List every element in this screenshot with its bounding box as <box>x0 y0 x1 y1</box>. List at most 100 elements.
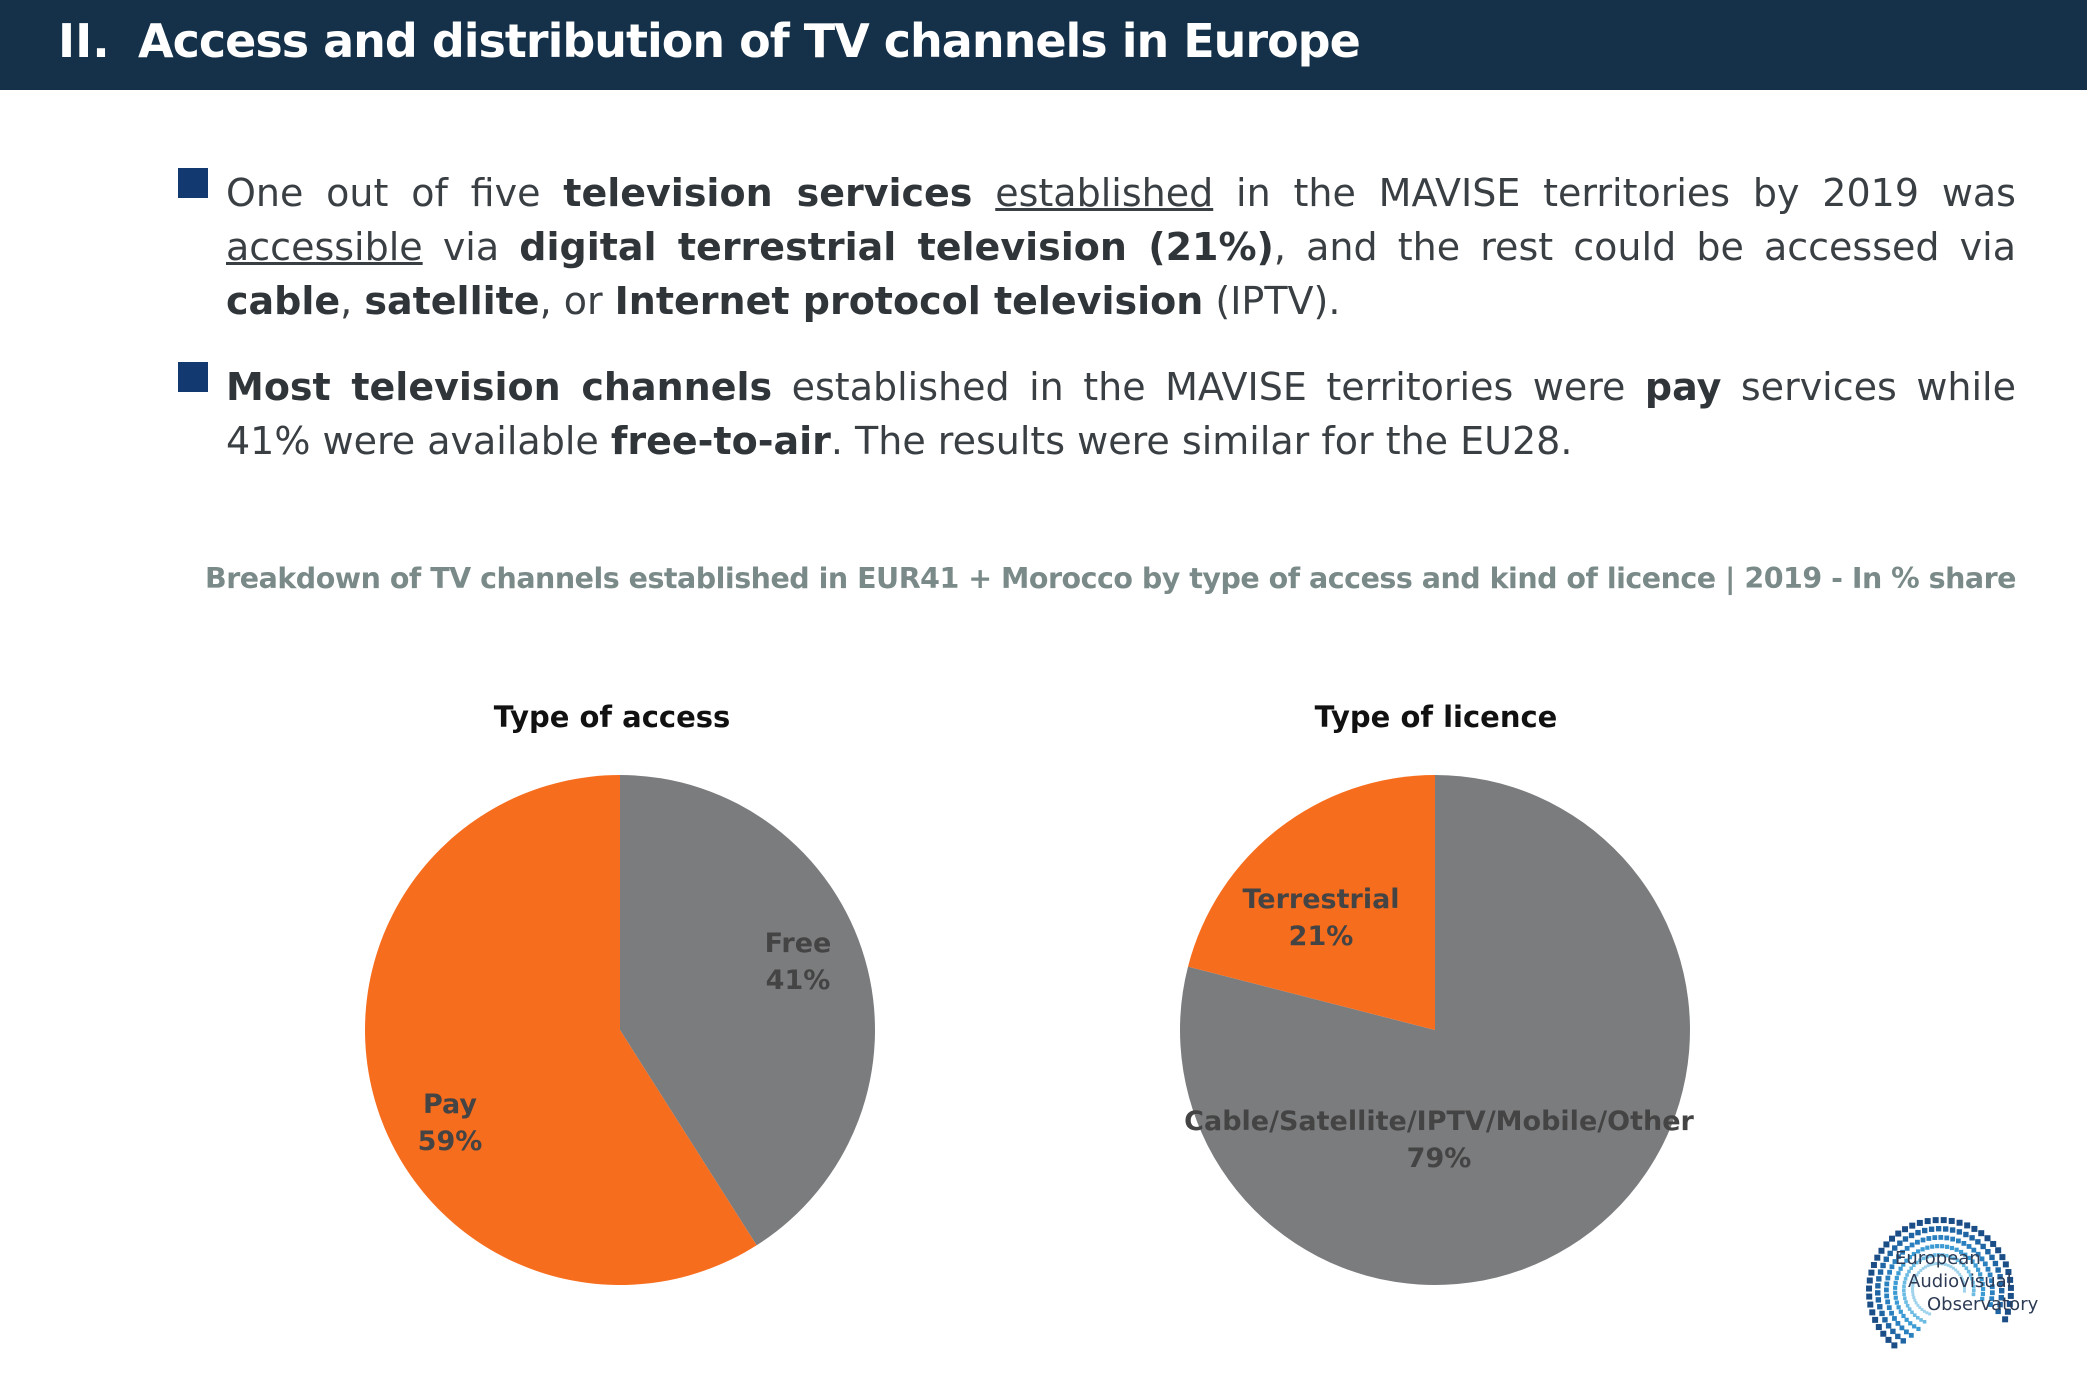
logo-dot <box>1980 1291 1986 1297</box>
section-number: II. <box>58 14 110 68</box>
logo-dot <box>1952 1256 1956 1261</box>
logo-dot <box>1990 1240 1997 1247</box>
logo-dot <box>1875 1324 1882 1331</box>
logo-dot <box>1961 1278 1965 1282</box>
logo-dot <box>1889 1264 1895 1270</box>
logo-dot <box>1874 1254 1881 1261</box>
logo-dot <box>1913 1298 1917 1302</box>
logo-dot <box>1925 1311 1929 1315</box>
logo-dot <box>1925 1255 1929 1259</box>
chart-title-licence: Type of licence <box>1314 700 1558 734</box>
logo-dot <box>1971 1247 1977 1253</box>
logo-dot <box>1902 1236 1909 1242</box>
logo-dot <box>1956 1229 1963 1235</box>
logo-dot <box>1958 1272 1962 1276</box>
logo-dot <box>1955 1238 1961 1244</box>
logo-dot <box>1970 1259 1975 1264</box>
logo-dot <box>1959 1260 1963 1265</box>
logo-dot <box>1878 1247 1885 1254</box>
logo-dot <box>1928 1312 1932 1316</box>
logo-dot <box>1866 1277 1873 1284</box>
logo-dot <box>1933 1253 1937 1257</box>
logo-dot <box>1889 1235 1896 1242</box>
logo-dot <box>1992 1260 1999 1267</box>
logo-dot <box>1959 1249 1964 1255</box>
logo-dot <box>1908 1232 1915 1239</box>
logo-dot <box>1985 1248 1991 1255</box>
logo-dot <box>1975 1251 1981 1257</box>
logo-dot <box>1999 1288 2005 1294</box>
logo-dot <box>1985 1266 1991 1272</box>
slice-category-label: Pay <box>423 1089 477 1120</box>
logo-dot <box>1911 1281 1915 1285</box>
logo-dot <box>1989 1284 1995 1290</box>
logo-dot <box>1903 1296 1907 1301</box>
logo-dot <box>1911 1284 1915 1288</box>
logo-dot <box>1955 1258 1960 1263</box>
logo-dot <box>1904 1258 1909 1263</box>
logo-dot <box>1879 1310 1885 1317</box>
slice-category-label: Cable/Satellite/IPTV/Mobile/Other <box>1184 1106 1694 1137</box>
logo-dot <box>1895 1320 1901 1326</box>
logo-dot <box>1949 1227 1956 1233</box>
logo-dot <box>1898 1266 1903 1271</box>
logo-dot <box>1901 1262 1906 1267</box>
logo-dot <box>1956 1219 1963 1226</box>
bold-text: pay <box>1644 365 1722 409</box>
text-segment: , <box>340 279 365 323</box>
logo-dot <box>1905 1303 1910 1308</box>
logo-text-line1: European <box>1895 1248 1981 1269</box>
logo-text-line2: Audiovisual <box>1908 1271 2012 1292</box>
text-segment: established in the MAVISE territories we… <box>772 365 1645 409</box>
logo-dot <box>1896 1305 1901 1310</box>
logo-dot <box>1961 1263 1966 1268</box>
logo-dot <box>1899 1325 1905 1331</box>
logo-dot <box>1918 1306 1922 1310</box>
text-segment: (IPTV). <box>1203 279 1341 323</box>
logo-dot <box>1966 1269 1971 1274</box>
logo-dot <box>1911 1287 1915 1291</box>
logo-dot <box>1907 1307 1912 1311</box>
logo-dot <box>1868 1269 1875 1276</box>
logo-dot <box>1902 1292 1906 1297</box>
slice-category-label: Free <box>765 928 832 959</box>
pie-slice-pay <box>365 775 757 1285</box>
logo-dot <box>1979 1276 1984 1282</box>
pie-slice-terrestrial <box>1188 775 1435 1030</box>
logo-dot <box>1880 1330 1887 1337</box>
pie-slice-free <box>620 775 875 1246</box>
logo-dot <box>1978 1230 1985 1237</box>
logo-dot <box>1885 1275 1891 1281</box>
logo-dot <box>1912 1278 1916 1282</box>
logo-dot <box>1918 1258 1922 1263</box>
logo-dot <box>1935 1226 1942 1232</box>
logo-dot <box>1961 1280 1965 1284</box>
logo-dot <box>1915 1315 1920 1320</box>
logo-dot <box>1973 1263 1978 1268</box>
logo-dot <box>2007 1276 2014 1283</box>
logo-dot <box>2004 1308 2011 1315</box>
logo-dot <box>1885 1336 1892 1343</box>
logo-dot <box>1980 1296 1985 1301</box>
logo-dot <box>1894 1300 1900 1305</box>
logo-dot <box>1921 1256 1926 1261</box>
logo-dot <box>1883 1241 1890 1248</box>
logo-dot <box>1989 1290 1995 1296</box>
logo-dot <box>1911 1251 1916 1257</box>
text-segment: in the MAVISE territories by 2019 was <box>1213 171 2016 215</box>
logo-dot <box>1975 1239 1981 1245</box>
slice-category-label: Terrestrial <box>1242 884 1399 915</box>
logo-dot <box>1866 1285 1873 1292</box>
logo-dot <box>1893 1290 1898 1295</box>
logo-dot <box>1908 1332 1914 1338</box>
logo-dot <box>1902 1288 1906 1293</box>
logo-dot <box>1940 1217 1947 1224</box>
logo-dot <box>1886 1305 1892 1311</box>
logo-dot <box>1884 1281 1890 1287</box>
logo-dot <box>1954 1247 1959 1252</box>
slice-value-label: 79% <box>1407 1143 1472 1174</box>
logo-dot <box>1971 1288 1976 1293</box>
logo-dot <box>1876 1276 1882 1282</box>
logo-dot <box>1910 1310 1914 1315</box>
slice-value-label: 59% <box>418 1126 483 1157</box>
